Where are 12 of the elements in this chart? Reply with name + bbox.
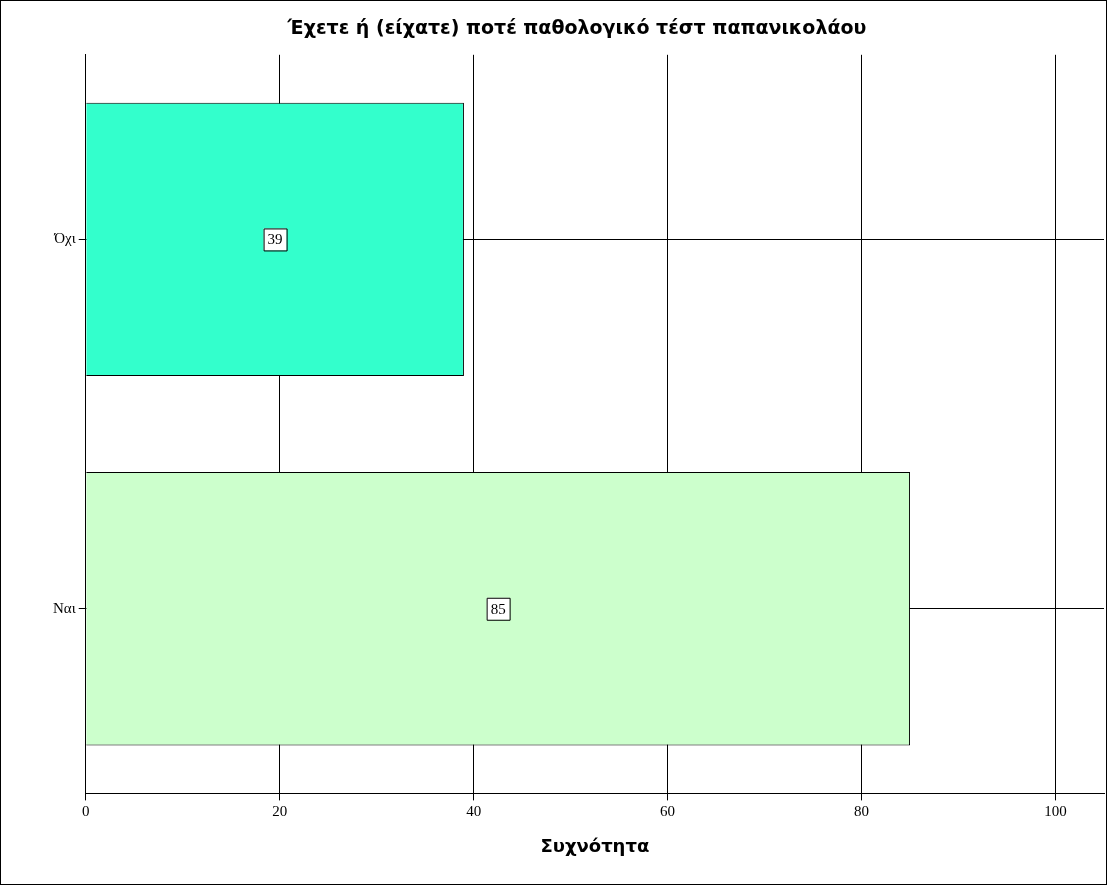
x-tick-label: 20	[272, 803, 288, 820]
y-tick-label: Ναι	[52, 599, 76, 616]
x-tick-label: 100	[1044, 803, 1067, 820]
x-tick-label: 60	[660, 803, 676, 820]
x-axis-title: Συχνότητα	[540, 834, 650, 856]
x-tick-label: 0	[81, 803, 90, 820]
data-label: 39	[267, 231, 283, 248]
chart-title: Έχετε ή (είχατε) ποτέ παθολογικό τέστ παπανικολάου	[286, 16, 867, 39]
x-tick-label: 40	[466, 803, 482, 820]
x-tick-label: 80	[854, 803, 870, 820]
data-label: 85	[490, 600, 506, 617]
y-tick-label: Όχι	[53, 230, 76, 247]
